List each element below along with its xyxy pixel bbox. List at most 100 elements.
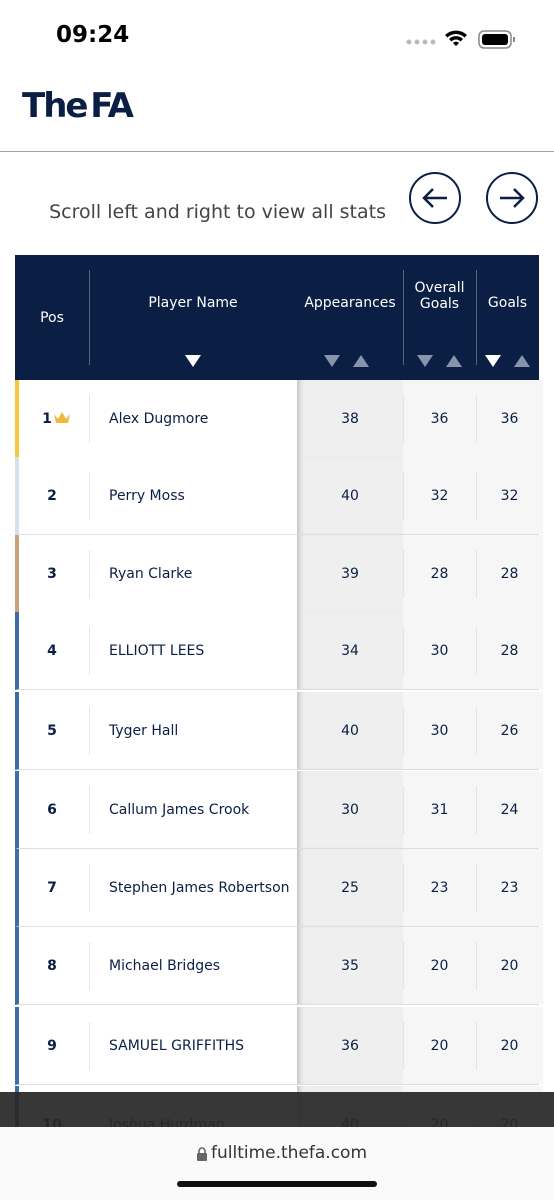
overall-goals: 30 xyxy=(430,642,449,659)
position: 6 xyxy=(47,801,57,818)
overall-goals: 28 xyxy=(430,565,449,582)
player-name[interactable]: Stephen James Robertson xyxy=(109,879,290,896)
sort-icon[interactable] xyxy=(184,354,202,368)
column-header[interactable]: Pos xyxy=(40,310,64,326)
player-name[interactable]: Callum James Crook xyxy=(109,801,250,818)
cell-divider xyxy=(89,942,90,990)
column-header[interactable]: Goals xyxy=(487,295,528,311)
header-divider xyxy=(89,270,90,365)
header-divider xyxy=(403,270,404,365)
table-row[interactable]: 5 Tyger Hall 40 30 26 xyxy=(15,692,543,770)
stats-bg xyxy=(403,1007,543,1084)
cell-divider xyxy=(476,707,477,755)
position: 9 xyxy=(47,1037,57,1054)
cell-divider xyxy=(476,395,477,443)
player-name[interactable]: Perry Moss xyxy=(109,487,185,504)
overall-goals: 20 xyxy=(430,957,449,974)
logo[interactable]: The FA xyxy=(22,86,134,126)
cell-divider xyxy=(403,550,404,598)
stats-bg xyxy=(403,771,543,848)
overall-goals: 20 xyxy=(430,1037,449,1054)
goals: 24 xyxy=(500,801,519,818)
table-row[interactable]: 1 Alex Dugmore 38 36 36 xyxy=(15,380,543,458)
goals: 20 xyxy=(500,957,519,974)
cell-divider xyxy=(403,395,404,443)
cell-divider xyxy=(403,864,404,912)
stats-bg xyxy=(297,1007,403,1084)
sort-icon[interactable] xyxy=(352,354,370,368)
table-row[interactable]: 4 ELLIOTT LEES 34 30 28 xyxy=(15,612,543,690)
position: 3 xyxy=(47,565,57,582)
stats-bg xyxy=(403,692,543,769)
url[interactable]: fulltime.thefa.com xyxy=(210,1143,368,1163)
goals: 36 xyxy=(500,410,519,427)
sort-icon[interactable] xyxy=(323,354,341,368)
goals: 20 xyxy=(500,1037,519,1054)
position: 2 xyxy=(47,487,57,504)
header-divider xyxy=(476,270,477,365)
overall-goals: 36 xyxy=(430,410,449,427)
position: 7 xyxy=(47,879,57,896)
table-row[interactable]: 2 Perry Moss 40 32 32 xyxy=(15,457,543,535)
cell-divider xyxy=(403,472,404,520)
stats-bg xyxy=(297,927,403,1004)
table-row[interactable]: 3 Ryan Clarke 39 28 28 xyxy=(15,535,543,613)
stats-bg xyxy=(403,535,543,612)
goals: 28 xyxy=(500,642,519,659)
stats-bg xyxy=(297,692,403,769)
cell-divider xyxy=(89,395,90,443)
goals: 26 xyxy=(500,722,519,739)
position: 5 xyxy=(47,722,57,739)
column-header[interactable]: Appearances xyxy=(304,295,396,311)
table-header: Pos Player Name Appearances Overall Goals Go… xyxy=(15,255,539,380)
table-row[interactable]: 7 Stephen James Robertson 25 23 23 xyxy=(15,849,543,927)
scroll-left-button[interactable] xyxy=(409,172,461,224)
sort-icon[interactable] xyxy=(416,354,434,368)
player-name[interactable]: Michael Bridges xyxy=(109,957,221,974)
player-name[interactable]: ELLIOTT LEES xyxy=(109,642,205,659)
stats-bg xyxy=(403,380,543,457)
stats-bg xyxy=(403,849,543,926)
sort-icon[interactable] xyxy=(484,354,502,368)
appearances: 38 xyxy=(341,410,359,427)
scroll-right-button[interactable] xyxy=(486,172,538,224)
home-indicator xyxy=(177,1181,377,1187)
appearances: 39 xyxy=(341,565,359,582)
column-header[interactable]: Overall Goals xyxy=(414,280,465,312)
player-name[interactable]: Ryan Clarke xyxy=(109,565,193,582)
position: 4 xyxy=(47,642,57,659)
status-time: 09:24 xyxy=(56,22,130,48)
table-row[interactable]: 6 Callum James Crook 30 31 24 xyxy=(15,771,543,849)
stats-bg xyxy=(297,849,403,926)
goals: 28 xyxy=(500,565,519,582)
stats-bg xyxy=(297,612,403,689)
stats-bg xyxy=(297,380,403,457)
status-icons xyxy=(406,30,515,49)
cell-divider xyxy=(89,550,90,598)
player-name[interactable]: SAMUEL GRIFFITHS xyxy=(109,1037,245,1054)
overall-goals: 30 xyxy=(430,722,449,739)
cell-divider xyxy=(476,786,477,834)
player-name[interactable]: Tyger Hall xyxy=(109,722,179,739)
column-header[interactable]: Player Name xyxy=(148,295,238,311)
player-name[interactable]: Alex Dugmore xyxy=(109,410,209,427)
cell-divider xyxy=(476,627,477,675)
sort-icon[interactable] xyxy=(445,354,463,368)
stats-bg xyxy=(297,535,403,612)
cell-divider xyxy=(403,942,404,990)
stats-bg xyxy=(403,457,543,534)
appearances: 25 xyxy=(341,879,359,896)
table-row[interactable]: 9 SAMUEL GRIFFITHS 36 20 20 xyxy=(15,1007,543,1085)
cell-divider xyxy=(403,1022,404,1070)
cell-divider xyxy=(89,864,90,912)
sort-icon[interactable] xyxy=(513,354,531,368)
appearances: 30 xyxy=(341,801,359,818)
goals: 23 xyxy=(500,879,519,896)
appearances: 34 xyxy=(341,642,359,659)
cell-divider xyxy=(89,786,90,834)
stats-bg xyxy=(297,771,403,848)
table-row[interactable]: 8 Michael Bridges 35 20 20 xyxy=(15,927,543,1005)
stats-bg xyxy=(403,612,543,689)
cell-divider xyxy=(89,627,90,675)
